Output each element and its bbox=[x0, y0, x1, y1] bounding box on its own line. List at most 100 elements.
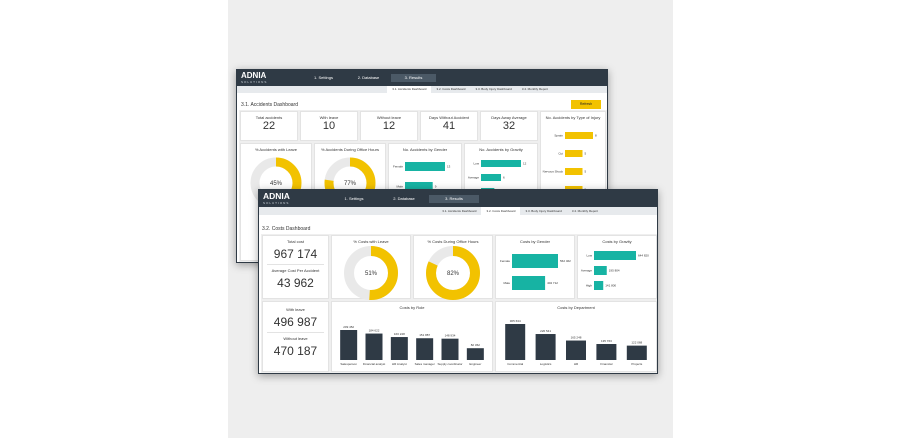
kpi-leave-card: With leave 496 987 Without leave 470 187 bbox=[262, 301, 329, 372]
data-label: 5 bbox=[585, 170, 587, 174]
category-label: Projects bbox=[631, 362, 642, 366]
bar bbox=[466, 348, 484, 360]
kpi-label: Days Away Average bbox=[491, 115, 527, 120]
gender-bar-chart: Female 13 Male 9 bbox=[393, 162, 451, 191]
nav-tab-results[interactable]: 3. Results bbox=[391, 74, 436, 82]
kpi-label: Average Cost Per Accident bbox=[271, 268, 320, 273]
chart-title: No. Accidents by Gender bbox=[402, 147, 448, 152]
chart-title: Costs by Department bbox=[557, 305, 595, 310]
bar bbox=[512, 276, 546, 290]
data-label: 305 634 bbox=[510, 319, 521, 323]
department-column-chart: 305 634 Commercial 220 541 Logistics 165 248… bbox=[505, 319, 647, 366]
kpi-value: 967 174 bbox=[273, 247, 318, 261]
subtab-monthly-report[interactable]: 3.4. Monthly Report bbox=[521, 87, 548, 91]
bar bbox=[405, 182, 433, 191]
kpi-value: 32 bbox=[502, 120, 516, 132]
data-label: 6 bbox=[503, 176, 505, 180]
kpi-value: 22 bbox=[262, 120, 276, 132]
kpi-days-away-average: Days Away Average 32 bbox=[480, 111, 538, 141]
donut-chart: 51% bbox=[344, 246, 398, 300]
donut-chart: 82% bbox=[426, 246, 480, 300]
data-label: 644 820 bbox=[638, 254, 649, 258]
costs-by-gender-card: Costs by Gender Female 562 462 Male 404 712 bbox=[495, 235, 575, 299]
category-label: Male bbox=[503, 281, 510, 285]
divider bbox=[267, 332, 324, 333]
costs-dashboard-window: ADNIA SOLUTIONS 1. Settings 2. Database … bbox=[258, 189, 658, 374]
subtab-accidents-dashboard[interactable]: 3.1. Accidents Dashboard bbox=[387, 86, 432, 93]
nav-tab-results[interactable]: 3. Results bbox=[429, 194, 479, 203]
bar bbox=[566, 340, 586, 360]
data-label: 160 248 bbox=[394, 332, 405, 336]
page-title: 3.1. Accidents Dashboard bbox=[241, 102, 298, 108]
subtab-costs-dashboard[interactable]: 3.2. Costs Dashboard bbox=[481, 207, 521, 215]
kpi-label: Without leave bbox=[283, 336, 308, 341]
kpi-days-without-accident: Days Without Accident 41 bbox=[420, 111, 478, 141]
chart-title: % Costs with Leave bbox=[353, 239, 389, 244]
subtab-monthly-report[interactable]: 3.4. Monthly Report bbox=[571, 209, 598, 213]
logo-text: ADNIA bbox=[241, 71, 267, 80]
chart-title: Costs by Gravity bbox=[602, 239, 632, 244]
bar bbox=[594, 251, 636, 260]
subtab-body-injury-dashboard[interactable]: 3.3. Body Injury Dashboard bbox=[525, 209, 562, 213]
bar bbox=[390, 337, 408, 360]
subtab-costs-dashboard[interactable]: 3.2. Costs Dashboard bbox=[436, 87, 466, 91]
category-label: Financial analyst bbox=[363, 362, 386, 366]
data-label: 209 452 bbox=[343, 325, 354, 329]
bar bbox=[340, 330, 358, 360]
data-label: 9 bbox=[435, 185, 437, 189]
bar bbox=[596, 344, 617, 360]
kpi-label: With leave bbox=[319, 115, 339, 120]
bar bbox=[481, 174, 501, 181]
kpi-with-leave: With leave 10 bbox=[300, 111, 358, 141]
donut-costs-with-leave-card: % Costs with Leave 51% bbox=[331, 235, 411, 300]
bar bbox=[565, 132, 593, 139]
kpi-label: With leave bbox=[286, 307, 305, 312]
donut-label: 45% bbox=[270, 181, 283, 187]
kpi-label: Days Without Accident bbox=[428, 115, 470, 120]
refresh-button[interactable]: Refresh bbox=[571, 100, 601, 109]
category-label: Salesperson bbox=[340, 362, 357, 366]
chart-title: No. Accidents by Type of Injury bbox=[545, 115, 601, 120]
nav-tab-settings[interactable]: 1. Settings bbox=[344, 195, 364, 201]
category-label: Female bbox=[500, 259, 510, 263]
nav-tab-database[interactable]: 2. Database bbox=[357, 75, 380, 80]
nav-tab-settings[interactable]: 1. Settings bbox=[314, 75, 333, 80]
bar bbox=[512, 254, 558, 268]
category-label: Sales manager bbox=[415, 362, 435, 366]
kpi-value: 41 bbox=[442, 120, 456, 132]
bar bbox=[565, 168, 583, 175]
kpi-value: 496 987 bbox=[273, 315, 318, 329]
kpi-value: 12 bbox=[382, 120, 396, 132]
category-label: Cut bbox=[558, 152, 563, 156]
bar bbox=[594, 281, 604, 290]
data-label: 5 bbox=[585, 152, 587, 156]
chart-title: Costs by Gender bbox=[519, 239, 550, 244]
subtab-accidents-dashboard[interactable]: 3.1. Accidents Dashboard bbox=[442, 209, 477, 213]
data-label: 165 248 bbox=[571, 336, 582, 340]
category-label: Low bbox=[586, 254, 592, 258]
category-label: Sprain bbox=[554, 134, 563, 138]
bar bbox=[405, 162, 445, 171]
category-label: Low bbox=[473, 162, 479, 166]
donut-label: 51% bbox=[365, 271, 378, 277]
data-label: 82 362 bbox=[471, 343, 481, 347]
logo-subtext: SOLUTIONS bbox=[241, 80, 268, 84]
bar bbox=[416, 338, 434, 360]
category-label: Male bbox=[396, 185, 403, 189]
adnia-logo: ADNIA SOLUTIONS bbox=[241, 72, 301, 84]
kpi-total-accidents: Total accidents 22 bbox=[240, 111, 298, 141]
subtab-body-injury-dashboard[interactable]: 3.3. Body Injury Dashboard bbox=[475, 87, 512, 91]
kpi-value: 470 187 bbox=[273, 344, 318, 358]
category-label: Female bbox=[393, 165, 403, 169]
kpi-label: Total cost bbox=[287, 239, 304, 244]
category-label: Engineer bbox=[469, 362, 481, 366]
data-label: 135 763 bbox=[601, 339, 612, 343]
nav-tab-database[interactable]: 2. Database bbox=[393, 195, 415, 201]
kpi-value: 10 bbox=[322, 120, 336, 132]
data-label: 122 068 bbox=[631, 341, 642, 345]
bar bbox=[565, 150, 583, 157]
category-label: High bbox=[586, 284, 593, 288]
costs-by-role-card: Costs by Role 209 452 Salesperson 184 622 F… bbox=[331, 301, 493, 372]
donut-value-arc bbox=[426, 246, 480, 300]
sub-navigation-bar: 3.1. Accidents Dashboard 3.2. Costs Dash… bbox=[259, 207, 657, 215]
